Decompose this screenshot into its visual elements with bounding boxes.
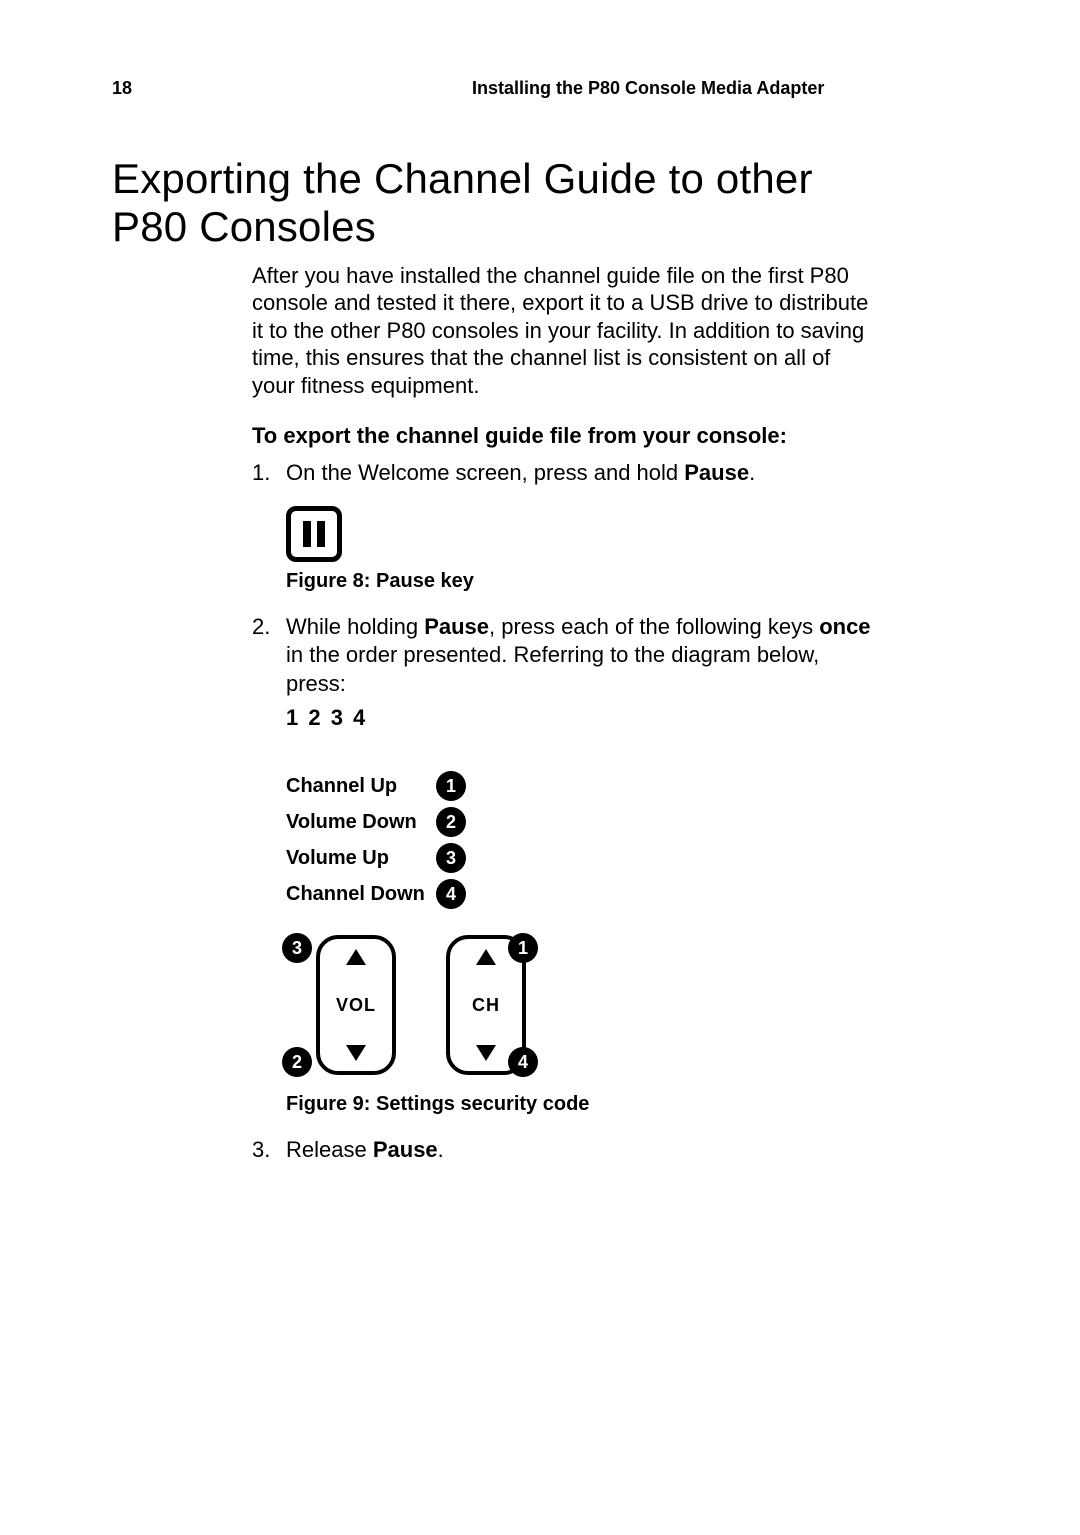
text-run: , press each of the following keys (489, 614, 819, 639)
page-number: 18 (112, 78, 252, 99)
procedure-steps: 1. On the Welcome screen, press and hold… (252, 459, 872, 488)
text-run: While holding (286, 614, 424, 639)
section-title: Exporting the Channel Guide to other P80… (112, 155, 872, 252)
bold-run: Pause (424, 614, 489, 639)
step-text: Release Pause. (286, 1136, 872, 1165)
procedure-steps-cont: 2. While holding Pause, press each of th… (252, 613, 872, 753)
figure-9-caption: Figure 9: Settings security code (286, 1093, 872, 1116)
legend-label: Channel Up (286, 775, 436, 798)
page-content: 18 Installing the P80 Console Media Adap… (112, 78, 872, 1183)
figure-8-caption: Figure 8: Pause key (286, 570, 872, 593)
triangle-up-icon (476, 949, 496, 965)
bold-run: once (819, 614, 870, 639)
step-number: 1. (252, 459, 286, 488)
key-sequence: 1 2 3 4 (286, 704, 872, 733)
legend-row: Volume Up 3 (286, 843, 872, 873)
bold-run: Pause (373, 1137, 438, 1162)
step-text: On the Welcome screen, press and hold Pa… (286, 459, 872, 488)
procedure-steps-cont2: 3. Release Pause. (252, 1136, 872, 1165)
legend-number-icon: 3 (436, 843, 466, 873)
step-number: 2. (252, 613, 286, 753)
text-run: On the Welcome screen, press and hold (286, 460, 684, 485)
procedure-heading: To export the channel guide file from yo… (252, 423, 872, 449)
rocker-diagram: 3 2 VOL CH 1 4 (286, 925, 872, 1085)
triangle-up-icon (346, 949, 366, 965)
rocker-label: CH (472, 995, 500, 1016)
step-text: While holding Pause, press each of the f… (286, 613, 872, 753)
legend-number-icon: 1 (436, 771, 466, 801)
legend-row: Volume Down 2 (286, 807, 872, 837)
step-3: 3. Release Pause. (252, 1136, 872, 1165)
pause-key-icon (286, 506, 342, 562)
legend-row: Channel Down 4 (286, 879, 872, 909)
body-column: After you have installed the channel gui… (252, 262, 872, 1165)
running-header: 18 Installing the P80 Console Media Adap… (112, 78, 872, 99)
annotation-number-icon: 1 (508, 933, 538, 963)
annotation-number-icon: 3 (282, 933, 312, 963)
ch-rocker: CH 1 4 (436, 925, 556, 1085)
text-run: . (438, 1137, 444, 1162)
legend-number-icon: 2 (436, 807, 466, 837)
bold-run: Pause (684, 460, 749, 485)
step-1: 1. On the Welcome screen, press and hold… (252, 459, 872, 488)
rocker-label: VOL (336, 995, 376, 1016)
rocker-outline: VOL (316, 935, 396, 1075)
text-run: . (749, 460, 755, 485)
legend-label: Volume Up (286, 847, 436, 870)
pause-bar-icon (317, 521, 325, 547)
step-2: 2. While holding Pause, press each of th… (252, 613, 872, 753)
triangle-down-icon (346, 1045, 366, 1061)
key-legend: Channel Up 1 Volume Down 2 Volume Up 3 C… (286, 771, 872, 909)
legend-label: Channel Down (286, 883, 436, 906)
step-number: 3. (252, 1136, 286, 1165)
legend-label: Volume Down (286, 811, 436, 834)
pause-bar-icon (303, 521, 311, 547)
intro-paragraph: After you have installed the channel gui… (252, 262, 872, 400)
text-run: Release (286, 1137, 373, 1162)
legend-row: Channel Up 1 (286, 771, 872, 801)
text-run: in the order presented. Referring to the… (286, 642, 819, 696)
annotation-number-icon: 2 (282, 1047, 312, 1077)
legend-number-icon: 4 (436, 879, 466, 909)
vol-rocker: 3 2 VOL (286, 925, 406, 1085)
running-header-title: Installing the P80 Console Media Adapter (472, 78, 824, 99)
annotation-number-icon: 4 (508, 1047, 538, 1077)
triangle-down-icon (476, 1045, 496, 1061)
